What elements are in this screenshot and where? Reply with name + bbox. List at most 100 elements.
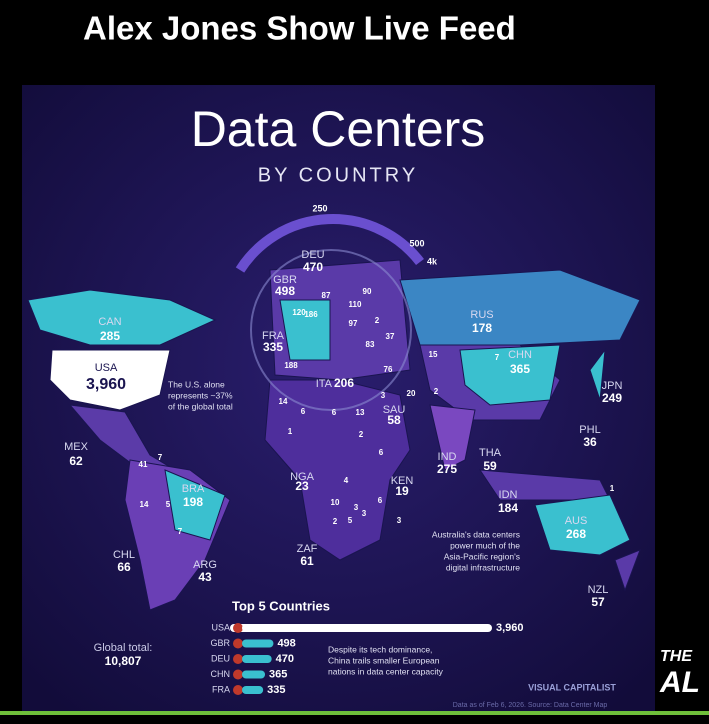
top5-category: FRA (212, 684, 230, 694)
small-value: 7 (178, 527, 183, 536)
small-value: 120 (292, 308, 306, 317)
small-value: 90 (363, 287, 372, 296)
country-value: 58 (387, 413, 401, 427)
africa-shape (264, 379, 411, 561)
country-value: 184 (498, 501, 518, 515)
country-value: 3,960 (86, 376, 126, 393)
note-line: Australia's data centers (432, 529, 520, 539)
small-value: 186 (304, 310, 318, 319)
country-value: 365 (510, 362, 530, 376)
usa-shape (49, 349, 171, 411)
country-code: IDN (499, 489, 518, 501)
small-value: 5 (348, 516, 353, 525)
source: Data as of Feb 6, 2026. Source: Data Cen… (453, 702, 608, 709)
country-value: 275 (437, 462, 457, 476)
country-value: 498 (275, 284, 295, 298)
country-code: USA (95, 362, 118, 374)
small-value: 14 (279, 397, 288, 406)
subtitle: BY COUNTRY (258, 164, 418, 186)
header-title: Alex Jones Show Live Feed (83, 10, 516, 47)
country-value: 335 (263, 340, 283, 354)
note-line: The U.S. alone (168, 379, 225, 389)
small-value: 3 (362, 509, 367, 518)
country-value: 249 (602, 391, 622, 405)
small-value: 97 (349, 319, 358, 328)
flag (233, 623, 243, 633)
small-value: 87 (322, 291, 331, 300)
country-code: KEN (391, 475, 414, 487)
top5-bar (242, 686, 264, 694)
country-code: AUS (565, 515, 588, 527)
top5-bar (242, 624, 492, 632)
country-value: 43 (198, 570, 212, 584)
country-value: 268 (566, 527, 586, 541)
top5-category: DEU (211, 653, 230, 663)
map (27, 259, 641, 611)
top5-category: USA (211, 622, 230, 632)
small-value: 7 (495, 353, 500, 362)
scale-label: 4k (427, 256, 438, 266)
top5-bar (242, 655, 272, 663)
note-line: of the global total (168, 401, 233, 411)
small-value: 6 (301, 407, 306, 416)
top5-value: 3,960 (496, 622, 524, 634)
country-code: CAN (98, 316, 121, 328)
note-line: China trails smaller European (328, 655, 440, 665)
small-value: 2 (434, 387, 439, 396)
country-code: JPN (602, 380, 623, 392)
title: Data Centers (191, 101, 486, 157)
flag (233, 638, 243, 649)
small-value: 83 (366, 340, 375, 349)
top5-value: 470 (276, 653, 294, 665)
flag (233, 685, 243, 695)
small-value: 1 (288, 427, 293, 436)
india-shape (429, 404, 476, 471)
small-value: 3 (381, 391, 386, 400)
canada-shape (27, 289, 217, 346)
country-code: MEX (64, 441, 89, 453)
top5-value: 365 (269, 668, 287, 680)
country-code: NGA (290, 471, 315, 483)
country-value: 66 (117, 560, 131, 574)
country-value: 198 (183, 495, 203, 509)
small-value: 6 (378, 496, 383, 505)
small-value: 6 (332, 408, 337, 417)
country-code: RUS (470, 309, 493, 321)
country-code: THA (479, 447, 502, 459)
country-value: 59 (483, 459, 497, 473)
country-code: SAU (383, 404, 406, 416)
note-line: represents ~37% (168, 390, 233, 400)
small-value: 7 (158, 453, 163, 462)
flag (233, 669, 243, 680)
scale-label: 500 (409, 238, 424, 248)
small-value: 76 (384, 365, 393, 374)
west-europe-shape (279, 299, 331, 361)
small-value: 1 (610, 484, 615, 493)
flag (233, 654, 243, 664)
small-value: 13 (356, 408, 365, 417)
small-value: 3 (354, 503, 359, 512)
small-value: 5 (166, 500, 171, 509)
china-shape (459, 344, 561, 406)
country-code: FRA (262, 330, 285, 342)
small-value: 2 (375, 316, 380, 325)
country-code: GBR (273, 274, 297, 286)
top5-value: 498 (277, 637, 295, 649)
australia-shape (534, 494, 631, 556)
small-value: 41 (139, 460, 148, 469)
scale-arc (235, 214, 424, 273)
country-code: CHL (113, 549, 135, 561)
small-value: 4 (344, 476, 349, 485)
small-value: 188 (284, 361, 298, 370)
small-value: 2 (359, 430, 364, 439)
country-value: 19 (395, 484, 409, 498)
country-code: CHN (508, 349, 532, 361)
country-code: IND (438, 451, 457, 463)
country-code: ARG (193, 559, 217, 571)
country-code: DEU (301, 249, 324, 261)
country-value: 23 (295, 479, 309, 493)
note-line: Despite its tech dominance, (328, 644, 432, 654)
small-value: 10 (331, 498, 340, 507)
progress-bar (0, 711, 709, 715)
